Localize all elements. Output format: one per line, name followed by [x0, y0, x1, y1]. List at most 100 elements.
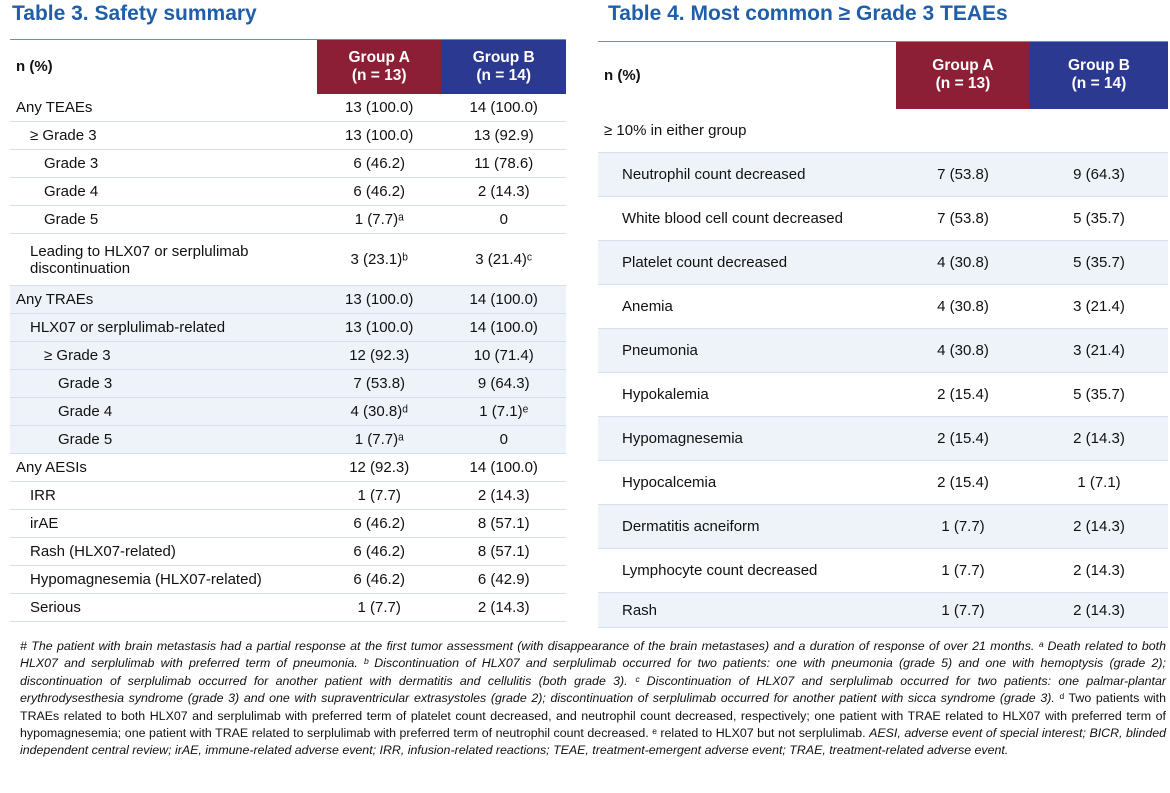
table-row: Rash 1 (7.7) 2 (14.3): [598, 592, 1168, 628]
group-header: Group A (n = 13): [896, 41, 1030, 109]
value-cell: 13 (100.0): [345, 319, 414, 336]
table-row: Any TEAEs 13 (100.0) 14 (100.0): [10, 94, 566, 122]
value-cell: 13 (92.9): [473, 127, 534, 144]
table-row: Platelet count decreased 4 (30.8) 5 (35.7): [598, 240, 1168, 285]
value-cell: 14 (100.0): [469, 98, 538, 116]
table-header: n (%) Group A (n = 13) Group B (n = 14): [598, 41, 1168, 109]
value-cell: 6 (46.2): [353, 183, 406, 200]
header-row: n (%) Group A (n = 13) Group B (n = 14): [10, 39, 566, 94]
value-cell: 8 (57.1): [477, 543, 530, 560]
value-cell: 2 (14.3): [477, 183, 530, 200]
value-cell: 2 (15.4): [937, 386, 989, 403]
table-row: Grade 5 1 (7.7)ᵃ 0: [10, 425, 566, 454]
value-cell: 14 (100.0): [469, 291, 538, 308]
value-cell: 13 (100.0): [345, 127, 414, 144]
value-cell: 8 (57.1): [477, 515, 530, 532]
group-header-line: (n = 13): [351, 66, 407, 84]
table-row: Hypocalcemia 2 (15.4) 1 (7.1): [598, 461, 1168, 505]
value-cell: 13 (100.0): [345, 291, 414, 308]
table-row: irAE 6 (46.2) 8 (57.1): [10, 510, 566, 538]
value-cell: 2 (15.4): [937, 430, 989, 447]
table-body: ≥ 10% in either group Neutrophil count de…: [598, 109, 1168, 628]
label-cell: Hypomagnesemia (HLX07-related): [30, 571, 262, 588]
table-row: IRR 1 (7.7) 2 (14.3): [10, 482, 566, 510]
label-cell: Leading to HLX07 or serplulimab disconti…: [30, 242, 249, 277]
value-cell: 4 (30.8)ᵈ: [350, 403, 408, 420]
value-cell: 4 (30.8): [937, 342, 989, 359]
label-cell: HLX07 or serplulimab-related: [30, 319, 226, 336]
table-row: Hypomagnesemia (HLX07-related) 6 (46.2) 6 …: [10, 566, 566, 594]
label-cell: Grade 4: [58, 403, 113, 420]
table-row: Dermatitis acneiform 1 (7.7) 2 (14.3): [598, 504, 1168, 549]
value-cell: 4 (30.8): [937, 254, 989, 271]
value-cell: 1 (7.1): [1077, 474, 1121, 491]
value-cell: 2 (14.3): [1073, 601, 1125, 619]
value-cell: 6 (46.2): [353, 543, 406, 560]
value-cell: 4 (30.8): [937, 298, 989, 315]
table-header: n (%) Group A (n = 13) Group B (n = 14): [10, 39, 566, 94]
header-cell: n (%): [604, 66, 641, 84]
table-row: Grade 3 6 (46.2) 11 (78.6): [10, 150, 566, 178]
group-header-line: (n = 14): [1071, 75, 1127, 93]
value-cell: 1 (7.7): [941, 562, 985, 579]
table-row: Any AESIs 12 (92.3) 14 (100.0): [10, 454, 566, 482]
value-cell: 9 (64.3): [1073, 166, 1125, 183]
value-cell: 12 (92.3): [349, 347, 410, 364]
table-row: Grade 5 1 (7.7)ᵃ 0: [10, 206, 566, 234]
value-cell: 14 (100.0): [469, 459, 538, 476]
table-title: Table 3. Safety summary: [12, 2, 257, 25]
value-cell: 5 (35.7): [1073, 254, 1125, 271]
table-row: Neutrophil count decreased 7 (53.8) 9 (64.…: [598, 152, 1168, 197]
teae-table: n (%) Group A (n = 13) Group B (n = 14) ≥ 10%…: [598, 41, 1168, 628]
table-row: White blood cell count decreased 7 (53.8)…: [598, 197, 1168, 241]
label-cell: ≥ Grade 3: [30, 127, 97, 144]
value-cell: 0: [499, 211, 508, 228]
label-cell: Any TRAEs: [16, 291, 94, 308]
value-cell: 2 (14.3): [477, 487, 530, 504]
value-cell: 13 (100.0): [345, 98, 414, 116]
value-cell: 1 (7.7): [357, 487, 401, 504]
label-cell: Grade 5: [44, 211, 99, 228]
footnote-text: ᵈ Two patients with TRAEs related to bot…: [20, 691, 1166, 741]
group-header-line: (n = 14): [476, 66, 532, 84]
group-header: Group A (n = 13): [316, 39, 442, 94]
value-cell: 6 (46.2): [353, 571, 406, 588]
header-row: n (%) Group A (n = 13) Group B (n = 14): [598, 41, 1168, 109]
label-cell: Any TEAEs: [16, 98, 93, 116]
value-cell: 6 (46.2): [353, 155, 406, 172]
table-row: Grade 4 4 (30.8)ᵈ 1 (7.1)ᵉ: [10, 397, 566, 426]
value-cell: 2 (14.3): [477, 599, 530, 616]
table-row: Leading to HLX07 or serplulimab disconti…: [10, 234, 566, 286]
value-cell: 6 (42.9): [477, 571, 530, 588]
table-row: ≥ Grade 3 12 (92.3) 10 (71.4): [10, 341, 566, 370]
value-cell: 1 (7.7)ᵃ: [354, 211, 404, 228]
value-cell: 1 (7.7): [941, 518, 985, 535]
section-cell: ≥ 10% in either group: [604, 121, 747, 139]
label-cell: Platelet count decreased: [622, 254, 788, 271]
label-cell: ≥ Grade 3: [44, 347, 111, 364]
label-cell: White blood cell count decreased: [622, 210, 843, 227]
label-cell: Grade 4: [44, 183, 99, 200]
label-cell: Dermatitis acneiform: [622, 518, 760, 535]
table-title: Table 4. Most common ≥ Grade 3 TEAEs: [608, 2, 1008, 25]
value-cell: 11 (78.6): [474, 155, 534, 172]
value-cell: 2 (14.3): [1073, 562, 1125, 579]
value-cell: 7 (53.8): [937, 210, 989, 227]
label-cell: Serious: [30, 599, 81, 616]
value-cell: 12 (92.3): [349, 459, 410, 476]
safety-table: n (%) Group A (n = 13) Group B (n = 14) Any T…: [10, 39, 566, 622]
label-cell: Hypokalemia: [622, 386, 709, 403]
table-row: ≥ Grade 3 13 (100.0) 13 (92.9): [10, 122, 566, 150]
table-row: HLX07 or serplulimab-related 13 (100.0) 14…: [10, 313, 566, 342]
table-row: Lymphocyte count decreased 1 (7.7) 2 (14.3…: [598, 549, 1168, 593]
label-cell: Pneumonia: [622, 342, 698, 359]
label-cell: Neutrophil count decreased: [622, 166, 806, 183]
label-cell: Any AESIs: [16, 459, 87, 476]
label-cell: Anemia: [622, 298, 673, 315]
label-cell: Lymphocyte count decreased: [622, 562, 818, 579]
label-cell: irAE: [30, 515, 59, 532]
value-cell: 14 (100.0): [469, 319, 538, 336]
value-cell: 6 (46.2): [353, 515, 406, 532]
label-cell: Hypocalcemia: [622, 474, 717, 491]
